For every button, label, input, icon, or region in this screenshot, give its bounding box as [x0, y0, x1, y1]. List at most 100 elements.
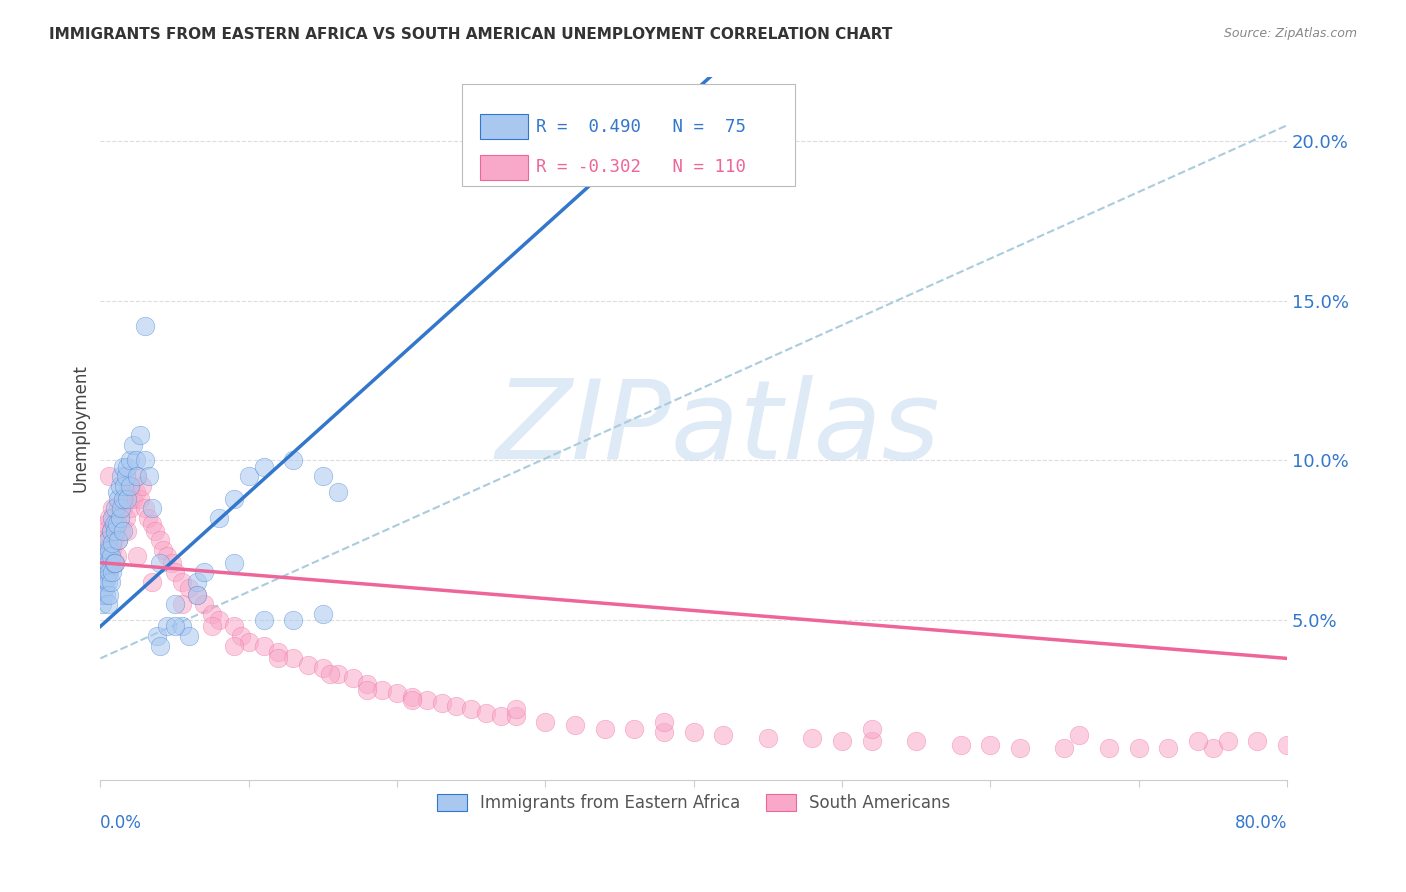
Point	[98, 511, 121, 525]
Point	[200, 619, 222, 633]
Point	[979, 738, 1001, 752]
Point	[312, 469, 335, 483]
Point	[118, 453, 141, 467]
Point	[460, 702, 482, 716]
Point	[108, 511, 131, 525]
Point	[475, 706, 498, 720]
Point	[252, 639, 274, 653]
Point	[115, 524, 138, 538]
Point	[100, 556, 122, 570]
Point	[593, 722, 616, 736]
Point	[1216, 734, 1239, 748]
Point	[179, 581, 201, 595]
Point	[115, 491, 138, 506]
Point	[97, 565, 120, 579]
Point	[489, 709, 512, 723]
Point	[143, 524, 166, 538]
Point	[231, 629, 253, 643]
Point	[267, 645, 290, 659]
Text: Source: ZipAtlas.com: Source: ZipAtlas.com	[1223, 27, 1357, 40]
Text: IMMIGRANTS FROM EASTERN AFRICA VS SOUTH AMERICAN UNEMPLOYMENT CORRELATION CHART: IMMIGRANTS FROM EASTERN AFRICA VS SOUTH …	[49, 27, 893, 42]
Point	[141, 501, 163, 516]
Point	[860, 722, 883, 736]
Point	[105, 485, 128, 500]
Point	[125, 485, 148, 500]
Point	[1098, 740, 1121, 755]
Point	[222, 556, 245, 570]
Point	[101, 511, 124, 525]
Point	[131, 479, 153, 493]
Point	[105, 517, 128, 532]
Point	[312, 607, 335, 621]
Point	[801, 731, 824, 746]
Point	[156, 549, 179, 564]
Point	[91, 588, 114, 602]
Point	[127, 469, 149, 483]
Text: R =  0.490   N =  75: R = 0.490 N = 75	[536, 118, 745, 136]
Text: 0.0%: 0.0%	[100, 814, 142, 832]
Point	[127, 549, 149, 564]
Point	[98, 565, 121, 579]
Point	[152, 542, 174, 557]
Point	[319, 667, 342, 681]
Point	[267, 651, 290, 665]
Point	[115, 485, 138, 500]
Point	[112, 491, 135, 506]
Point	[1202, 740, 1225, 755]
Point	[711, 728, 734, 742]
Point	[283, 651, 305, 665]
Point	[129, 428, 152, 442]
Point	[831, 734, 853, 748]
Point	[652, 715, 675, 730]
Point	[94, 542, 117, 557]
Point	[94, 549, 117, 564]
Point	[108, 511, 131, 525]
Point	[283, 453, 305, 467]
Point	[90, 533, 112, 548]
Point	[141, 574, 163, 589]
Point	[101, 542, 124, 557]
Point	[179, 629, 201, 643]
Point	[415, 693, 437, 707]
Point	[97, 556, 120, 570]
Point	[107, 533, 129, 548]
Point	[430, 696, 453, 710]
Point	[94, 581, 117, 595]
Point	[108, 479, 131, 493]
Point	[238, 635, 260, 649]
Point	[138, 469, 160, 483]
Point	[96, 572, 118, 586]
Point	[104, 524, 127, 538]
Point	[104, 556, 127, 570]
Point	[103, 517, 125, 532]
Point	[114, 469, 136, 483]
Point	[193, 565, 215, 579]
Point	[186, 588, 208, 602]
Point	[90, 574, 112, 589]
Point	[193, 597, 215, 611]
Point	[114, 511, 136, 525]
Point	[141, 517, 163, 532]
Point	[149, 639, 172, 653]
Point	[200, 607, 222, 621]
Point	[163, 597, 186, 611]
Point	[97, 574, 120, 589]
Point	[163, 619, 186, 633]
Point	[222, 639, 245, 653]
Point	[97, 597, 120, 611]
Point	[170, 597, 193, 611]
Point	[283, 613, 305, 627]
Point	[356, 683, 378, 698]
Point	[96, 517, 118, 532]
Point	[122, 437, 145, 451]
Point	[110, 524, 132, 538]
Point	[118, 501, 141, 516]
Point	[222, 491, 245, 506]
Bar	[479, 154, 527, 180]
Point	[1157, 740, 1180, 755]
Point	[170, 619, 193, 633]
Point	[208, 511, 231, 525]
Point	[103, 533, 125, 548]
Point	[100, 574, 122, 589]
Bar	[479, 114, 527, 139]
